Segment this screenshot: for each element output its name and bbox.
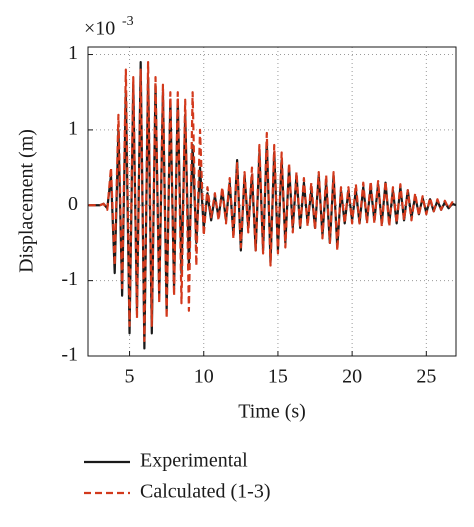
plot-frame <box>87 46 457 357</box>
y-tick-label: 1 <box>68 42 78 64</box>
x-tick-label: 5 <box>125 366 135 388</box>
y-tick-label: 1 <box>68 117 78 139</box>
x-tick-label: 20 <box>342 366 362 388</box>
data-line <box>88 60 457 343</box>
y-tick-label: -1 <box>61 344 78 366</box>
legend-label: Experimental <box>140 450 248 472</box>
x-tick-label: 25 <box>416 366 436 388</box>
x-tick-label: 15 <box>268 366 288 388</box>
multiplier-exponent: -3 <box>122 14 134 29</box>
multiplier-base: ×10 <box>84 18 115 40</box>
y-axis-label: Displacement (m) <box>16 129 38 273</box>
y-tick-label: -1 <box>61 268 78 290</box>
legend-label: Calculated (1-3) <box>140 481 271 503</box>
y-tick-label: 0 <box>68 193 78 215</box>
x-tick-label: 10 <box>194 366 214 388</box>
x-axis-label: Time (s) <box>238 401 306 423</box>
